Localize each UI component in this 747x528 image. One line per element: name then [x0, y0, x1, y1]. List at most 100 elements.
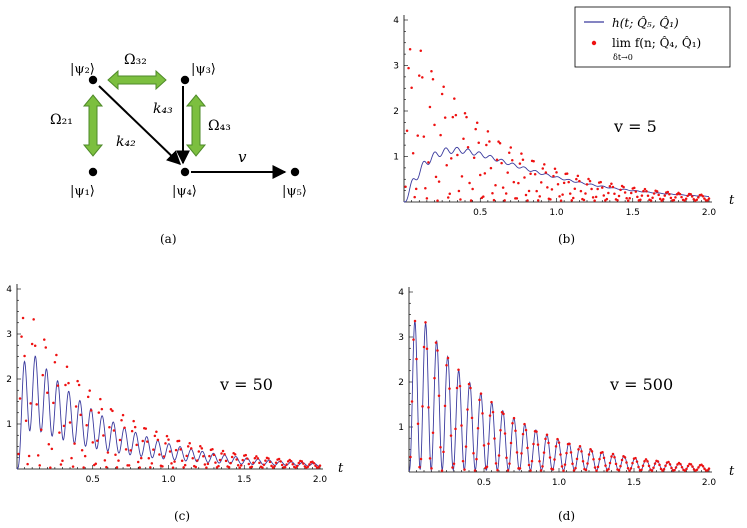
series-point-f [663, 194, 667, 197]
series-point-f [55, 353, 58, 357]
series-point-f [443, 404, 447, 408]
series-point-f [497, 454, 501, 457]
series-point-f [520, 152, 523, 155]
series-point-f [641, 464, 645, 467]
y-tick-label: 3 [6, 330, 12, 340]
series-point-f [422, 135, 426, 138]
y-tick-label: 2 [398, 378, 404, 388]
series-point-f [252, 461, 255, 464]
series-point-f [469, 199, 473, 202]
series-point-f [173, 460, 176, 463]
legend-box [574, 6, 731, 68]
series-point-f [437, 180, 441, 183]
series-point-f [153, 434, 157, 438]
series-point-f [494, 184, 497, 187]
series-point-f [701, 465, 705, 468]
x-tick-label: 0.5 [473, 208, 487, 218]
series-point-f [470, 416, 474, 420]
series-point-f [445, 363, 448, 367]
series-point-f [238, 466, 241, 469]
series-point-f [509, 146, 512, 149]
series-point-f [538, 195, 541, 198]
series-point-f [568, 442, 571, 446]
series-point-f [669, 196, 673, 200]
series-point-f [440, 469, 444, 472]
series-point-f [61, 459, 64, 463]
series-point-f [155, 430, 158, 434]
series-point-f [46, 391, 49, 395]
series-point-f [701, 194, 705, 198]
series-point-f [680, 465, 684, 469]
y-tick-label: 1 [6, 420, 12, 430]
series-point-f [532, 442, 535, 446]
series-point-f [686, 464, 690, 468]
series-point-f [132, 419, 135, 423]
series-point-f [415, 357, 418, 361]
series-point-f [646, 194, 650, 197]
series-point-f [103, 459, 107, 462]
series-point-f [616, 199, 619, 202]
series-point-f [496, 468, 499, 472]
series-point-f [526, 199, 529, 202]
series-point-f [454, 113, 458, 117]
series-point-f [188, 441, 191, 445]
series-point-f [214, 461, 217, 464]
series-point-f [697, 466, 700, 469]
series-point-f [76, 379, 79, 383]
x-tick-label: 1.5 [627, 478, 641, 488]
series-point-f [177, 439, 181, 443]
series-point-f [83, 454, 87, 458]
series-point-f [607, 191, 610, 195]
series-point-f [620, 458, 624, 462]
series-point-f [448, 387, 451, 390]
series-point-f [540, 181, 543, 184]
series-point-f [442, 450, 445, 454]
x-tick-label: 1.0 [549, 208, 564, 218]
series-point-f [601, 186, 604, 189]
series-point-f [514, 429, 517, 432]
y-tick-label: 1 [398, 423, 404, 433]
series-point-f [535, 189, 538, 193]
series-point-f [635, 460, 639, 463]
state-4-node [180, 167, 190, 177]
series-point-f [577, 448, 580, 451]
series-point-f [594, 195, 598, 199]
series-point-f [512, 416, 516, 420]
series-point-f [521, 158, 525, 161]
series-point-f [152, 448, 155, 451]
x-tick-label: 2.0 [702, 208, 717, 218]
series-point-f [171, 466, 175, 469]
series-point-f [268, 460, 272, 464]
series-point-f [430, 69, 433, 73]
series-point-f [657, 193, 660, 197]
series-point-f [590, 187, 593, 191]
series-point-f [294, 466, 298, 469]
y-tick-label: 3 [398, 333, 404, 343]
series-point-f [453, 97, 456, 100]
series-point-f [619, 188, 622, 192]
series-point-f [472, 451, 475, 455]
series-point-f [425, 347, 429, 350]
series-point-f [437, 394, 441, 398]
series-point-f [691, 465, 694, 468]
series-point-f [244, 453, 248, 457]
series-point-f [108, 426, 111, 429]
series-point-f [211, 448, 214, 451]
series-point-f [707, 197, 711, 200]
series-point-f [703, 467, 706, 470]
series-point-f [49, 466, 52, 469]
series-point-f [112, 429, 116, 432]
series-point-f [614, 462, 618, 466]
series-point-f [477, 141, 480, 144]
series-point-f [549, 198, 552, 201]
series-point-f [515, 197, 519, 200]
series-point-f [410, 86, 413, 90]
series-point-f [425, 197, 429, 200]
series-point-f [431, 77, 435, 81]
series-point-f [656, 460, 660, 463]
series-point-f [419, 457, 423, 461]
series-point-f [490, 400, 493, 404]
series-point-f [29, 402, 32, 405]
series-point-f [418, 465, 421, 469]
series-point-f [202, 454, 205, 458]
